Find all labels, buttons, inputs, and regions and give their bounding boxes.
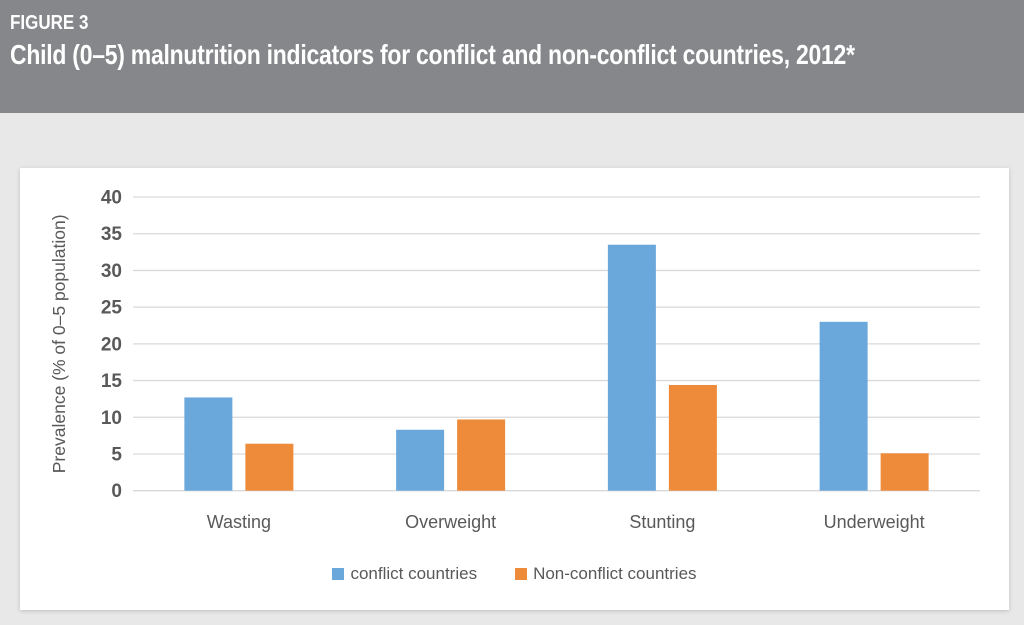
bar-conflict-countries-underweight [819,321,868,491]
bar-non-conflict-countries-overweight [457,419,506,491]
figure-header: FIGURE 3 Child (0–5) malnutrition indica… [0,0,1024,113]
bar-conflict-countries-overweight [396,429,445,491]
category-label: Overweight [405,512,496,532]
y-tick-label: 5 [111,444,122,465]
y-tick-label: 35 [101,224,123,245]
chart-panel: 0 5 10 15 20 25 30 35 40 Wasting Overweight Stuntin… [20,168,1009,610]
bar-conflict-countries-stunting [607,244,656,491]
chart-legend: conflict countries Non-conflict countries [20,563,1009,585]
legend-swatch-icon [515,568,528,580]
bar-chart: 0 5 10 15 20 25 30 35 40 Wasting Overweight Stuntin… [49,188,980,532]
y-tick-label: 25 [101,298,123,319]
figure-background: 0 5 10 15 20 25 30 35 40 Wasting Overweight Stuntin… [0,113,1024,625]
bar-non-conflict-countries-wasting [245,443,294,491]
bar-non-conflict-countries-underweight [880,453,929,491]
y-tick-label: 40 [101,188,122,209]
figure-title: Child (0–5) malnutrition indicators for … [10,39,855,70]
category-label: Stunting [629,512,695,532]
legend-label: Non-conflict countries [533,564,697,583]
bar-non-conflict-countries-stunting [668,384,717,491]
y-tick-label: 10 [101,408,122,429]
y-tick-label: 15 [101,371,123,392]
legend-swatch-icon [332,568,345,580]
bar-conflict-countries-wasting [184,397,233,491]
y-tick-label: 0 [111,481,122,502]
legend-label: conflict countries [350,564,478,583]
category-label: Wasting [207,512,271,532]
figure-number-label: FIGURE 3 [10,12,89,34]
category-label: Underweight [824,512,925,532]
y-tick-label: 30 [101,261,122,282]
y-tick-label: 20 [101,334,122,355]
legend-item: conflict countries [332,564,477,584]
y-axis-title: Prevalence (% of 0–5 population) [49,214,69,473]
legend-item: Non-conflict countries [515,564,697,584]
